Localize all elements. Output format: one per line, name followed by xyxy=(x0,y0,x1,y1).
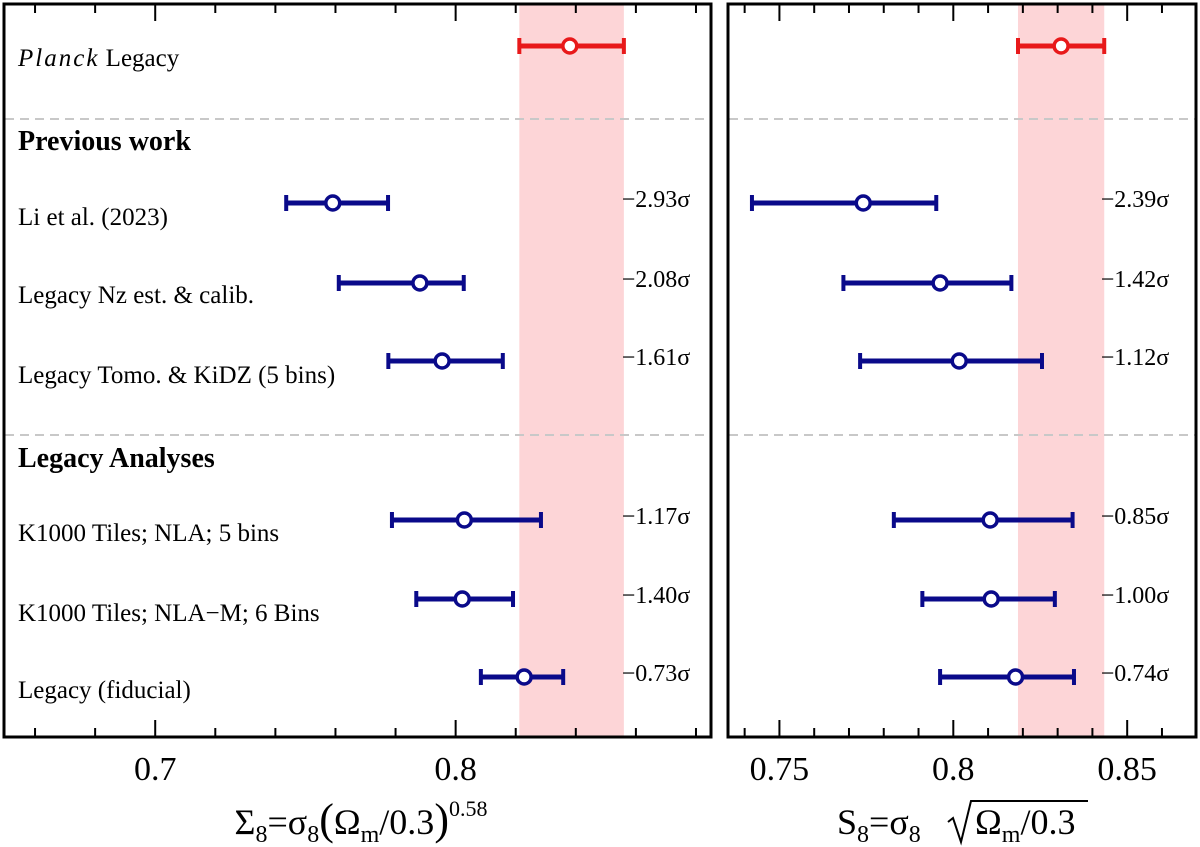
left-errorbar-6-point xyxy=(515,668,533,686)
left-sigma-label-4: −1.17σ xyxy=(622,504,691,530)
right-sigma-label-6: −0.74σ xyxy=(1101,661,1170,687)
left-x-axis-label: Σ8=σ8(Ωm/0.3)0.58 xyxy=(235,795,488,847)
right-panel: −2.39σ −1.42σ −1.12σ −0.85σ −1.00σ −0.74σ 0.7… xyxy=(726,2,1198,847)
right-errorbar-6 xyxy=(938,668,1076,686)
right-planck-errorbar-point xyxy=(1052,37,1070,55)
left-errorbar-4 xyxy=(389,511,543,529)
right-sigma-label-4: −0.85σ xyxy=(1101,504,1170,530)
right-tick-label-2: 0.8 xyxy=(932,751,975,788)
right-sigma-label-5: −1.00σ xyxy=(1101,583,1170,609)
right-sigma-label-1: −2.39σ xyxy=(1101,187,1170,213)
left-sigma-label-6: −0.73σ xyxy=(622,661,691,687)
right-frame xyxy=(726,2,1198,739)
row-label-3: Legacy Tomo. & KiDZ (5 bins) xyxy=(18,362,335,389)
left-errorbar-2-point xyxy=(411,274,429,292)
right-sigma-label-3: −1.12σ xyxy=(1101,345,1170,371)
right-x-axis-label-radicand: Ωm/0.3 xyxy=(975,802,1075,847)
row-label-planck: Planck Legacy xyxy=(17,45,180,72)
left-reference-band xyxy=(519,5,624,736)
row-label-5: K1000 Tiles; NLA−M; 6 Bins xyxy=(18,600,320,627)
left-frame xyxy=(2,2,713,739)
row-label-6: Legacy (fiducial) xyxy=(18,677,191,704)
right-axis-ticks: 0.75 0.8 0.85 xyxy=(743,5,1163,788)
left-axis-ticks: 0.7 0.8 xyxy=(34,5,697,788)
left-sigma-label-2: −2.08σ xyxy=(622,267,691,293)
right-reference-band xyxy=(1017,5,1105,736)
left-errorbar-1 xyxy=(284,194,391,212)
right-tick-label-3: 0.85 xyxy=(1097,751,1157,788)
left-errorbar-5-point xyxy=(453,590,471,608)
sqrt-sign xyxy=(947,800,1088,846)
right-errorbar-4-point xyxy=(981,511,999,529)
left-tick-label-1: 0.7 xyxy=(134,751,177,788)
section-previous-work: Previous work xyxy=(18,126,191,157)
left-planck-errorbar xyxy=(517,37,626,55)
left-planck-errorbar-point xyxy=(561,37,579,55)
left-errorbar-1-point xyxy=(324,194,342,212)
right-errorbar-5-point xyxy=(982,590,1000,608)
right-errorbar-5 xyxy=(920,590,1057,608)
row-label-4: K1000 Tiles; NLA; 5 bins xyxy=(18,520,279,547)
right-errorbar-2-point xyxy=(931,274,949,292)
right-errorbar-3 xyxy=(858,352,1044,370)
left-errorbar-3 xyxy=(386,352,505,370)
right-errorbar-1-point xyxy=(854,194,872,212)
row-label-2: Legacy Nz est. & calib. xyxy=(18,282,254,309)
right-errorbar-2 xyxy=(841,274,1014,292)
right-planck-errorbar xyxy=(1015,37,1107,55)
right-sigma-label-2: −1.42σ xyxy=(1101,267,1170,293)
right-marks: −2.39σ −1.42σ −1.12σ −0.85σ −1.00σ −0.74σ xyxy=(749,37,1170,687)
right-errorbar-1 xyxy=(749,194,939,212)
left-marks: −2.93σ −2.08σ −1.61σ −1.17σ −1.40σ −0.73σ xyxy=(284,37,691,687)
right-errorbar-6-point xyxy=(1006,668,1025,686)
left-panel: −2.93σ −2.08σ −1.61σ −1.17σ −1.40σ −0.73σ 0.7… xyxy=(2,2,713,847)
left-errorbar-5 xyxy=(414,590,516,608)
row-label-1: Li et al. (2023) xyxy=(18,204,168,231)
right-errorbar-4 xyxy=(891,511,1075,529)
right-errorbar-3-point xyxy=(950,352,968,370)
left-sigma-label-3: −1.61σ xyxy=(622,345,691,371)
left-errorbar-3-point xyxy=(433,352,451,370)
left-errorbar-6 xyxy=(478,668,566,686)
left-errorbar-2 xyxy=(336,274,466,292)
section-legacy-analyses: Legacy Analyses xyxy=(18,443,215,474)
left-sigma-label-1: −2.93σ xyxy=(622,187,691,213)
right-tick-label-1: 0.75 xyxy=(750,751,810,788)
left-tick-label-2: 0.8 xyxy=(434,751,477,788)
right-x-axis-label-left: S8=σ8 xyxy=(837,802,921,847)
left-sigma-label-5: −1.40σ xyxy=(622,583,691,609)
left-errorbar-4-point xyxy=(455,511,474,529)
